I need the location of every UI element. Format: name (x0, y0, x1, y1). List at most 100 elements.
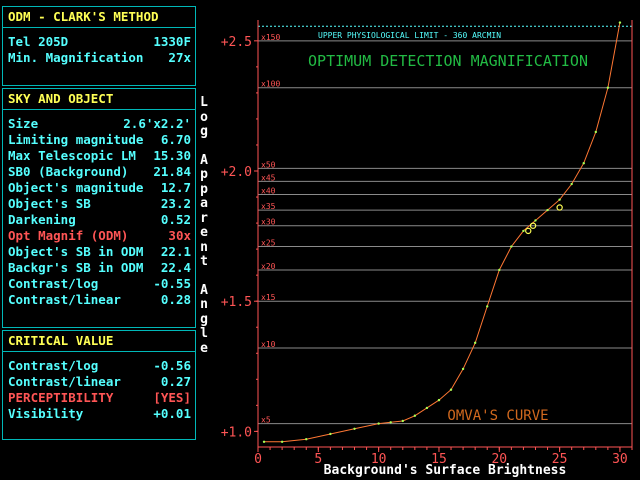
x-tick-label: 20 (491, 452, 507, 467)
curve-point (522, 229, 525, 233)
row-value: 0.52 (160, 212, 191, 227)
curve-point (437, 398, 441, 402)
magnification-label: x150 (261, 33, 280, 42)
visibility-row: Visibility +0.01 (3, 406, 195, 422)
y-axis-label-char: g (200, 124, 208, 139)
row-label: SB0 (Background) (8, 164, 129, 179)
row-label: Contrast/linear (8, 292, 121, 307)
y-axis-label-char: n (200, 297, 208, 312)
min-magnification-value: 27x (168, 50, 191, 65)
y-tick-label: +1.0 (221, 425, 252, 440)
odm-marker (529, 222, 537, 229)
curve-point (582, 162, 585, 165)
sb0-row: SB0 (Background) 21.84 (3, 164, 195, 180)
critical-contrast-linear-row: Contrast/linear 0.27 (3, 374, 195, 390)
row-value: 0.27 (160, 374, 191, 389)
row-value: 12.7 (160, 180, 191, 195)
row-label: Limiting magnitude (8, 132, 144, 147)
magnification-label: x30 (261, 218, 276, 227)
curve-point (461, 367, 465, 371)
y-axis-label-char: l (200, 326, 208, 341)
row-value: 15.30 (153, 148, 191, 163)
magnification-label: x100 (261, 80, 280, 89)
divider (3, 351, 195, 352)
y-axis-label-char: t (200, 254, 208, 269)
magnification-label: x45 (261, 173, 276, 182)
contrast-linear-row: Contrast/linear 0.28 (3, 292, 195, 308)
darkening-row: Darkening 0.52 (3, 212, 195, 228)
magnification-label: x15 (261, 293, 276, 302)
telescope-value: 1330F (153, 34, 191, 49)
y-tick-label: +2.5 (221, 35, 252, 50)
curve-point (606, 86, 610, 89)
curve-point (534, 219, 537, 222)
curve-point (510, 245, 513, 248)
row-label: Backgr's SB in ODM (8, 260, 144, 275)
magnification-label: x20 (261, 262, 276, 271)
y-tick-label: +1.5 (221, 295, 252, 310)
min-magnification-row: Min. Magnification 27x (3, 50, 195, 66)
y-axis-label-char: a (200, 196, 208, 211)
divider (3, 109, 195, 110)
y-axis-label-char: e (200, 225, 208, 240)
magnification-label: x50 (261, 160, 276, 169)
curve-point (280, 440, 284, 443)
critical-contrast-log-row: Contrast/log -0.56 (3, 358, 195, 374)
row-label: Max Telescopic LM (8, 148, 136, 163)
curve-point (449, 388, 453, 391)
row-value: 21.84 (153, 164, 191, 179)
curve-point (425, 406, 429, 410)
curve-point (377, 422, 380, 425)
object-sb-row: Object's SB 23.2 (3, 196, 195, 212)
y-axis-label-char: A (200, 152, 208, 168)
backgr-sb-odm-row: Backgr's SB in ODM 22.4 (3, 260, 195, 276)
object-sb-odm-row: Object's SB in ODM 22.1 (3, 244, 195, 260)
y-axis-label-char: n (200, 239, 208, 255)
critical-value-panel: CRITICAL VALUE Contrast/log -0.56 Contras… (2, 330, 196, 440)
curve-point (473, 341, 477, 345)
y-axis-label-char: p (200, 181, 208, 197)
y-tick-label: +2.0 (221, 165, 252, 180)
curve-point (305, 437, 308, 441)
x-tick-label: 10 (371, 452, 387, 467)
telescope-row: Tel 205D 1330F (3, 34, 195, 50)
y-axis-label-char: g (200, 311, 208, 327)
magnification-label: x5 (261, 416, 271, 425)
limiting-magnitude-row: Limiting magnitude 6.70 (3, 132, 195, 148)
row-label: Object's magnitude (8, 180, 144, 195)
x-tick-label: 15 (431, 452, 447, 467)
row-value: 23.2 (160, 196, 191, 211)
x-tick-label: 5 (314, 452, 322, 467)
row-value: +0.01 (153, 406, 191, 421)
y-axis-label-char: p (200, 167, 208, 182)
row-value: -0.55 (153, 276, 191, 291)
row-value: 0.28 (160, 292, 191, 307)
contrast-log-row: Contrast/log -0.55 (3, 276, 195, 292)
x-tick-label: 25 (552, 452, 568, 467)
size-row: Size 2.6'x2.2' (3, 116, 195, 132)
odm-title: ODM - CLARK'S METHOD (8, 9, 159, 24)
curve-point (546, 208, 549, 212)
row-label: Object's SB in ODM (8, 244, 144, 259)
odm-marker (556, 204, 563, 211)
sky-object-title: SKY AND OBJECT (8, 91, 114, 106)
curve-point (413, 414, 417, 417)
upper-limit-label: UPPER PHYSIOLOGICAL LIMIT - 360 ARCMIN (318, 31, 501, 40)
magnification-label: x35 (261, 202, 276, 211)
telescope-label: Tel 205D (8, 34, 69, 49)
curve-point (262, 440, 266, 443)
row-value: 6.70 (160, 132, 191, 147)
critical-value-title: CRITICAL VALUE (8, 333, 114, 348)
opt-magnif-row: Opt Magnif (ODM) 30x (3, 228, 195, 244)
row-label: PERCEPTIBILITY (8, 390, 114, 405)
row-label: Contrast/log (8, 276, 99, 291)
row-label: Darkening (8, 212, 76, 227)
row-label: Contrast/log (8, 358, 99, 373)
curve-point (570, 182, 573, 186)
y-axis-label-char: o (200, 109, 208, 125)
row-value: [YES] (153, 390, 191, 405)
curve-name: OMVA'S CURVE (447, 408, 548, 424)
max-telescopic-lm-row: Max Telescopic LM 15.30 (3, 148, 195, 164)
